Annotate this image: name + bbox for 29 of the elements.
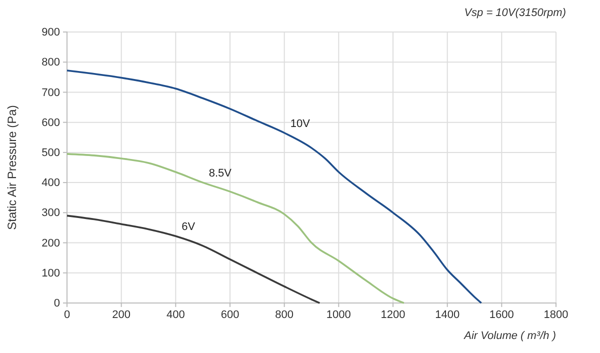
line-series	[66, 214, 321, 304]
y-tick-label: 400	[42, 177, 60, 190]
x-tick-label: 600	[220, 308, 240, 321]
x-tick-label: 1600	[489, 308, 514, 321]
series-label: 10V	[290, 118, 311, 130]
y-tick-label: 500	[42, 146, 60, 159]
y-tick-label: 600	[42, 116, 60, 129]
series-label: 8.5V	[208, 168, 232, 180]
x-axis-title: Air Volume ( m³/h )	[463, 330, 556, 342]
y-tick-label: 0	[54, 298, 60, 310]
x-tick-label: 200	[112, 308, 131, 321]
series-label: 6V	[182, 221, 196, 234]
text: Vsp = 10V(3150rpm)	[464, 7, 566, 19]
line-series	[66, 153, 405, 304]
x-tick-label: 1400	[435, 308, 460, 321]
x-tick-label: 1200	[380, 308, 406, 321]
line-series	[66, 70, 482, 304]
x-tick-label: 800	[275, 308, 294, 321]
y-axis-title: Static Air Pressure (Pa)	[5, 105, 19, 230]
x-tick-label: 0	[64, 308, 70, 321]
y-tick-label: 900	[42, 26, 60, 39]
x-tick-label: 1000	[326, 308, 351, 321]
x-tick-label: 400	[166, 308, 185, 321]
y-tick-label: 800	[42, 56, 60, 69]
x-tick-label: 1800	[544, 308, 568, 321]
y-tick-label: 700	[42, 86, 60, 99]
y-tick-label: 300	[42, 207, 60, 220]
y-tick-label: 200	[42, 237, 60, 250]
y-tick-label: 100	[42, 267, 60, 280]
